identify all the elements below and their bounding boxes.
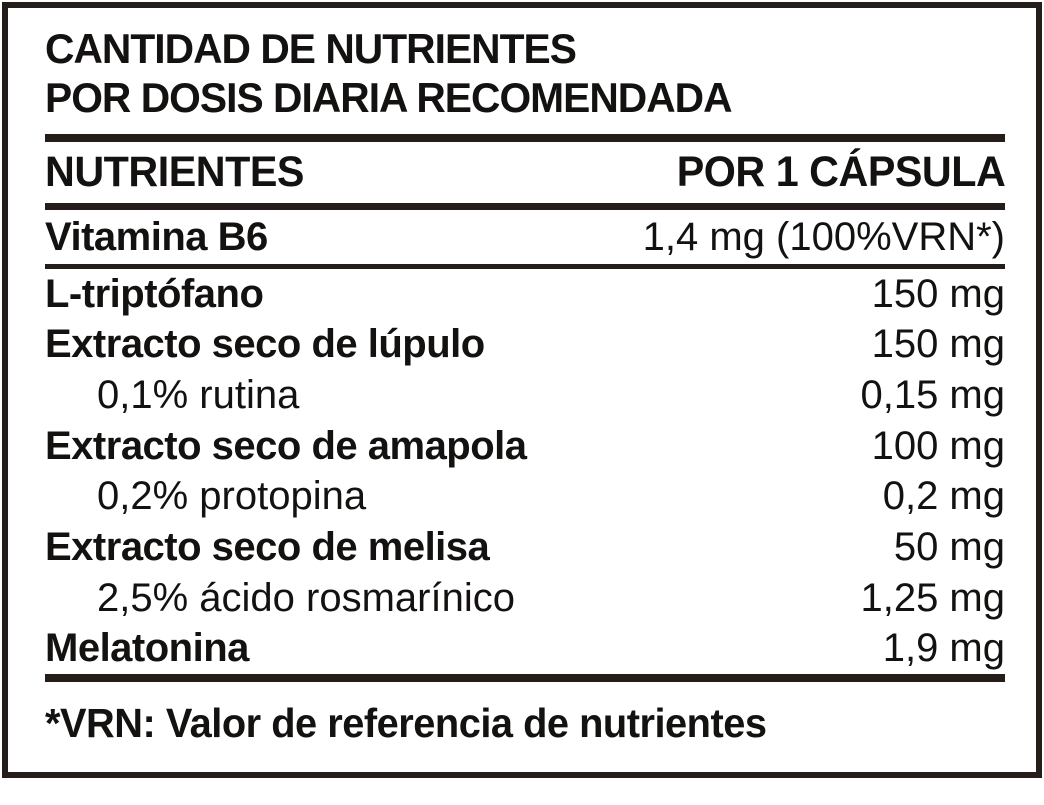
column-header-nutrients: NUTRIENTES (45, 148, 304, 196)
nutrient-name: 2,5% ácido rosmarínico (97, 575, 515, 620)
vrn-footnote: *VRN: Valor de referencia de nutrientes (45, 699, 767, 746)
panel-footer: *VRN: Valor de referencia de nutrientes (45, 682, 1005, 772)
nutrient-value: 0,2 mg (882, 474, 1005, 519)
nutrient-value: 0,15 mg (860, 373, 1005, 418)
nutrient-value: 1,25 mg (860, 575, 1005, 620)
nutrient-name: Melatonina (45, 626, 249, 671)
table-row-sub: 0,2% protopina 0,2 mg (45, 472, 1005, 523)
nutrient-value: 50 mg (893, 524, 1005, 569)
nutrient-name: Extracto seco de melisa (45, 524, 490, 569)
table-row: Extracto seco de melisa 50 mg (45, 522, 1005, 573)
nutrient-name: 0,1% rutina (97, 373, 300, 418)
nutrient-name: Extracto seco de amapola (45, 423, 527, 468)
nutrition-facts-panel: CANTIDAD DE NUTRIENTES POR DOSIS DIARIA … (2, 2, 1042, 778)
table-row: L-triptófano 150 mg (45, 269, 1005, 320)
column-header-per-capsule: POR 1 CÁPSULA (676, 148, 1005, 196)
panel-title-line-2: POR DOSIS DIARIA RECOMENDADA (45, 74, 733, 121)
nutrient-name: 0,2% protopina (97, 474, 367, 519)
panel-title-line-1: CANTIDAD DE NUTRIENTES (45, 25, 577, 72)
nutrient-name: Vitamina B6 (45, 214, 268, 259)
table-row: Melatonina 1,9 mg (45, 623, 1005, 674)
header-divider (45, 203, 1005, 210)
panel-title: CANTIDAD DE NUTRIENTES POR DOSIS DIARIA … (45, 8, 1005, 134)
vitamin-divider (45, 264, 1005, 269)
nutrient-rows: L-triptófano 150 mg Extracto seco de lúp… (45, 269, 1005, 674)
nutrient-value: 1,4 mg (100%VRN*) (642, 214, 1005, 259)
nutrient-value: 1,9 mg (882, 626, 1005, 671)
footer-divider (45, 674, 1005, 682)
table-header-row: NUTRIENTES POR 1 CÁPSULA (45, 142, 1005, 203)
title-divider (45, 134, 1005, 142)
table-row: Extracto seco de amapola 100 mg (45, 421, 1005, 472)
table-row-sub: 0,1% rutina 0,15 mg (45, 370, 1005, 421)
nutrient-value: 150 mg (871, 322, 1005, 367)
nutrient-name: Extracto seco de lúpulo (45, 322, 485, 367)
nutrient-name: L-triptófano (45, 271, 264, 316)
nutrient-value: 100 mg (871, 423, 1005, 468)
table-row-sub: 2,5% ácido rosmarínico 1,25 mg (45, 573, 1005, 624)
nutrient-value: 150 mg (871, 271, 1005, 316)
table-row-vitamin-b6: Vitamina B6 1,4 mg (100%VRN*) (45, 210, 1005, 264)
table-row: Extracto seco de lúpulo 150 mg (45, 320, 1005, 371)
